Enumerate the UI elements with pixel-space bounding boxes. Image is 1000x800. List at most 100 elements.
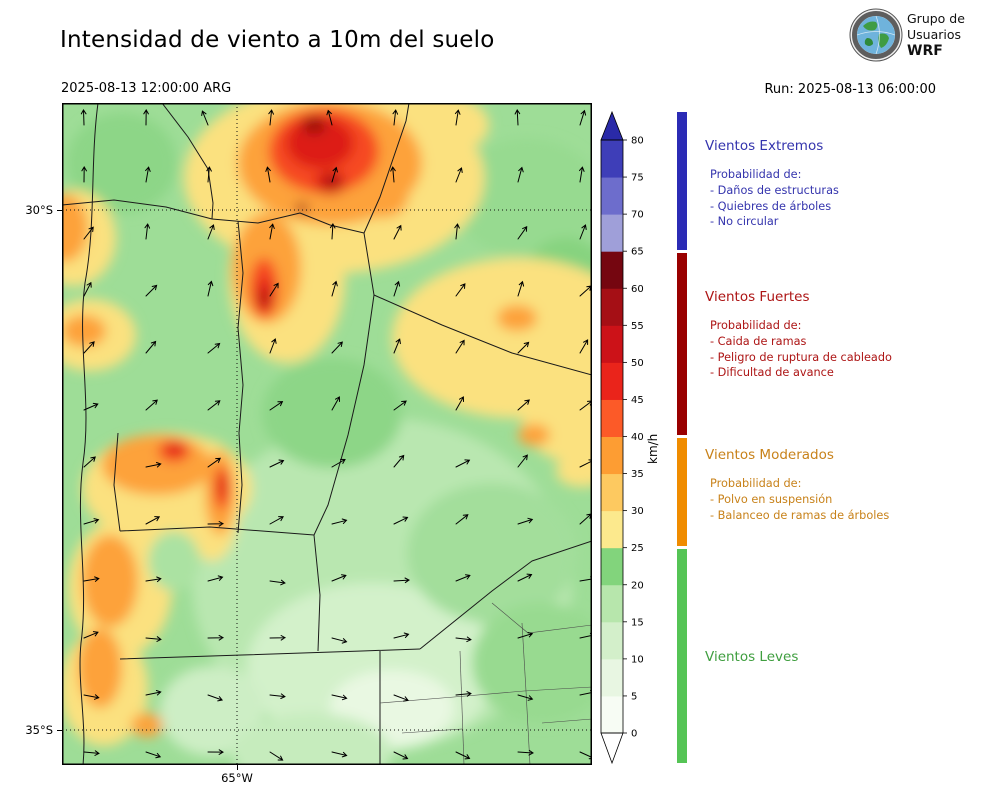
- wind-arrow: [207, 224, 215, 240]
- wind-arrow: [145, 166, 151, 183]
- wind-arrow: [144, 223, 151, 240]
- wind-arrow: [207, 521, 224, 527]
- wind-arrow: [517, 517, 534, 525]
- wind-arrow: [80, 109, 87, 126]
- wind-arrow: [455, 459, 471, 468]
- legend-line: Probabilidad de:: [710, 477, 802, 490]
- page-title: Intensidad de viento a 10m del suelo: [60, 27, 495, 53]
- wind-arrow: [269, 635, 286, 641]
- legend-title: Vientos Leves: [705, 649, 799, 665]
- colorbar-tick-label: 65: [631, 247, 644, 258]
- wind-arrow: [579, 339, 589, 354]
- colorbar-tick-label: 5: [631, 691, 637, 702]
- wind-intensity-map: [62, 103, 592, 765]
- wind-arrow: [326, 109, 333, 126]
- colorbar-segment: [601, 177, 623, 215]
- wind-arrow: [454, 109, 461, 126]
- wrf-logo: Grupo de Usuarios WRF: [849, 8, 999, 64]
- wind-arrow: [393, 751, 409, 760]
- legend-line: - Quiebres de árboles: [710, 199, 832, 213]
- colorbar-tick-label: 60: [631, 284, 644, 295]
- wind-arrow: [145, 690, 162, 696]
- logo-text-line2: Usuarios: [907, 27, 962, 42]
- wind-arrow: [579, 576, 592, 582]
- category-strip-segment: [677, 549, 687, 763]
- colorbar-segment: [601, 510, 623, 549]
- wind-arrow: [331, 637, 348, 644]
- wind-arrow: [517, 226, 528, 240]
- wind-arrow: [269, 693, 286, 699]
- graticule: [62, 103, 592, 765]
- legend-line: - No circular: [710, 215, 779, 229]
- wind-arrow: [83, 631, 99, 639]
- wind-arrow: [83, 694, 100, 700]
- wind-arrow: [81, 166, 87, 183]
- wind-arrow: [83, 750, 100, 756]
- colorbar-tick-label: 40: [631, 432, 644, 443]
- colorbar-tick-label: 25: [631, 543, 644, 554]
- legend-extremos: Vientos Extremos Probabilidad de: - Daño…: [705, 138, 985, 230]
- wind-arrow: [455, 339, 465, 354]
- wind-arrow: [83, 226, 94, 240]
- wind-arrow: [265, 166, 271, 183]
- wind-arrow: [579, 109, 587, 126]
- wind-arrow: [83, 518, 100, 525]
- wind-arrow: [269, 579, 286, 586]
- wind-arrow: [201, 110, 209, 126]
- wind-arrow: [145, 462, 162, 468]
- legend-line: - Dificultad de avance: [710, 366, 834, 380]
- wind-arrow: [269, 223, 275, 240]
- lat-tickmark-35s: [57, 730, 62, 731]
- colorbar-tick-label: 30: [631, 506, 644, 517]
- colorbar-tick-label: 80: [631, 136, 644, 147]
- wind-arrow: [517, 749, 534, 756]
- colorbar-segment: [601, 658, 623, 697]
- colorbar-tick-label: 0: [631, 729, 637, 740]
- wind-arrow: [269, 338, 277, 354]
- wind-arrow: [143, 109, 149, 126]
- colorbar-segment: [601, 325, 623, 363]
- legend-line: Probabilidad de:: [710, 168, 802, 181]
- wind-arrow: [393, 694, 409, 702]
- legend-line: - Peligro de ruptura de cableado: [710, 350, 892, 364]
- wind-arrow: [331, 574, 347, 582]
- wind-arrow: [145, 284, 158, 297]
- wind-arrow: [514, 109, 521, 126]
- colorbar-segment: [601, 621, 623, 660]
- wind-arrow: [393, 632, 410, 639]
- colorbar-segment: [601, 214, 623, 252]
- wind-arrow: [393, 577, 410, 584]
- category-strip-segment: [677, 438, 687, 547]
- legend-line: Probabilidad de:: [710, 319, 802, 332]
- colorbar-segment: [601, 362, 623, 400]
- category-strip: [677, 105, 687, 777]
- wind-arrow: [331, 518, 348, 525]
- colorbar-unit-label: km/h: [646, 433, 660, 464]
- legend-title: Vientos Fuertes: [705, 289, 810, 305]
- colorbar-tick-label: 55: [631, 321, 644, 332]
- wind-arrow: [455, 574, 471, 582]
- wind-arrow: [455, 167, 463, 183]
- colorbar-tick-label: 70: [631, 210, 644, 221]
- wind-arrow: [331, 694, 348, 701]
- lon-tickmark-65w: [237, 765, 238, 770]
- colorbar-segment: [601, 695, 623, 734]
- wind-arrow: [331, 280, 338, 297]
- wind-arrow: [83, 576, 100, 582]
- wind-arrow: [331, 458, 346, 468]
- legend-line: - Balanceo de ramas de árboles: [710, 508, 890, 522]
- wind-arrow: [393, 400, 407, 411]
- wind-arrow: [145, 576, 162, 583]
- wind-arrow: [331, 166, 338, 183]
- wind-arrow: [517, 632, 534, 639]
- colorbar: 0 5 10 15 20 25 30 35 40 45 50 55 60 65 70 75 80: [600, 110, 644, 765]
- wind-arrow: [517, 454, 528, 468]
- legend-line: - Polvo en suspensión: [710, 492, 833, 506]
- wind-arrow: [206, 166, 212, 183]
- wind-arrow: [455, 396, 464, 411]
- wind-arrow: [517, 341, 530, 354]
- colorbar-segment: [601, 547, 623, 586]
- legend-moderados: Vientos Moderados Probabilidad de: - Pol…: [705, 447, 985, 523]
- colorbar-segment: [601, 584, 623, 623]
- legend-title: Vientos Moderados: [705, 447, 834, 463]
